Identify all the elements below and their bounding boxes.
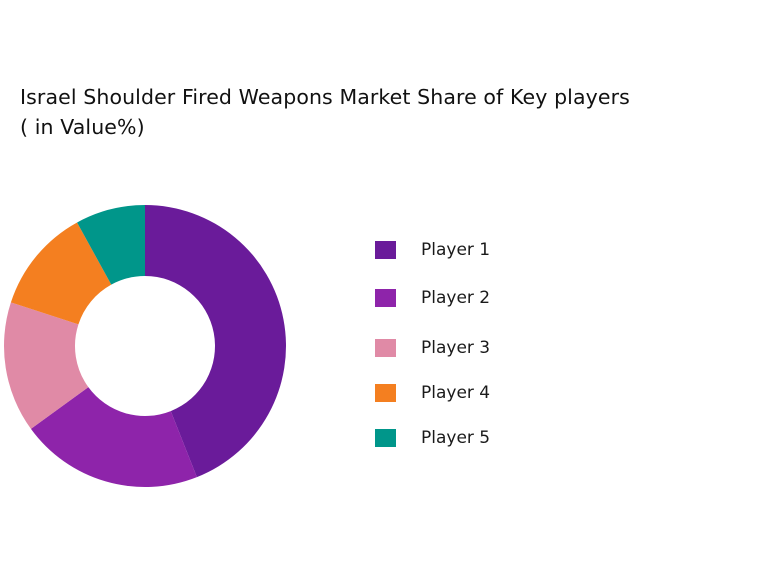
donut-slice-3 — [3, 302, 89, 429]
legend-item-player-1: Player 1 — [375, 238, 575, 260]
donut-slice-5 — [77, 205, 145, 285]
legend-item-player-5: Player 5 — [375, 426, 575, 448]
chart-title-block: Israel Shoulder Fired Weapons Market Sha… — [20, 82, 720, 142]
chart-subtitle: ( in Value%) — [20, 115, 145, 139]
legend-swatch — [375, 339, 396, 357]
legend-swatch — [375, 384, 396, 402]
legend-item-player-3: Player 3 — [375, 336, 575, 358]
donut-slice-1 — [145, 205, 286, 478]
donut-slice-4 — [10, 222, 112, 325]
donut-slice-2 — [30, 387, 197, 487]
legend-label: Player 5 — [421, 428, 491, 448]
legend-label: Player 4 — [421, 383, 491, 403]
legend-item-player-4: Player 4 — [375, 381, 575, 403]
legend-label: Player 1 — [421, 240, 491, 260]
legend-swatch — [375, 289, 396, 307]
legend-label: Player 3 — [421, 338, 491, 358]
donut-slices — [3, 205, 286, 487]
legend-swatch — [375, 429, 396, 447]
legend-item-player-2: Player 2 — [375, 286, 575, 308]
legend-label: Player 2 — [421, 288, 491, 308]
chart-title: Israel Shoulder Fired Weapons Market Sha… — [20, 85, 630, 109]
legend-swatch — [375, 241, 396, 259]
